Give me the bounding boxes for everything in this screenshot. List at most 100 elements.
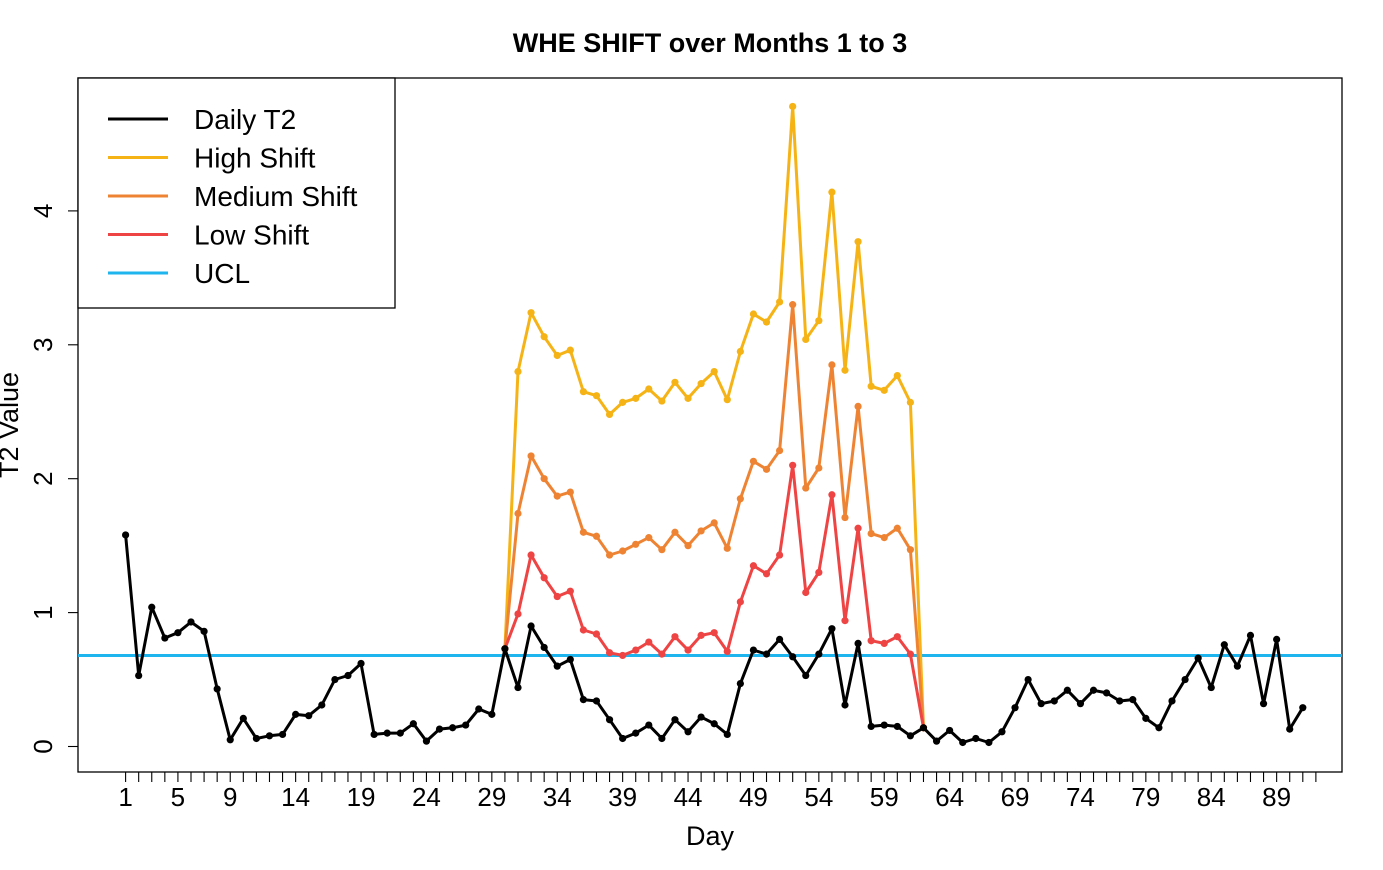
data-point-daily [684, 728, 692, 736]
data-point-daily [292, 710, 300, 718]
y-tick-label: 3 [28, 338, 58, 352]
data-point-daily [370, 730, 378, 739]
data-point-daily [527, 622, 535, 630]
data-point-daily [1103, 689, 1111, 697]
data-point-low [658, 650, 666, 658]
data-point-low [527, 551, 535, 559]
data-point-high [723, 396, 731, 404]
x-tick-label: 44 [674, 782, 703, 812]
data-point-low [566, 587, 574, 595]
data-point-high [658, 397, 666, 405]
data-point-daily [723, 730, 731, 739]
data-point-daily [776, 635, 784, 643]
data-point-high [906, 398, 915, 406]
data-point-low [671, 633, 679, 641]
data-point-medium [619, 547, 627, 555]
data-point-daily [265, 732, 274, 740]
data-point-high [710, 367, 718, 376]
data-point-high [736, 347, 744, 356]
data-point-high [553, 351, 561, 360]
x-axis-label: Day [686, 821, 735, 851]
x-tick-label: 5 [171, 782, 185, 812]
data-point-daily [1299, 704, 1307, 712]
series-line-daily [124, 534, 1305, 744]
x-tick-label: 34 [543, 782, 572, 812]
data-point-daily [449, 724, 457, 732]
data-point-daily [985, 738, 993, 747]
data-point-low [619, 651, 627, 660]
data-point-low [841, 617, 849, 625]
data-point-daily [736, 679, 744, 688]
x-tick-label: 1 [118, 782, 132, 812]
data-point-low [632, 646, 640, 654]
x-tick-label: 69 [1001, 782, 1030, 812]
data-point-low [579, 626, 588, 634]
data-point-medium [579, 528, 588, 536]
data-point-high [893, 371, 901, 380]
data-point-medium [605, 551, 614, 559]
y-tick-label: 0 [28, 739, 58, 753]
data-point-low [592, 630, 601, 638]
data-point-medium [645, 534, 653, 542]
data-point-daily [305, 712, 313, 720]
data-point-daily [462, 721, 470, 729]
data-point-high [632, 394, 640, 402]
series-medium [501, 301, 928, 732]
series-high [501, 102, 928, 732]
data-point-medium [880, 534, 888, 542]
data-point-daily [1207, 683, 1215, 692]
data-point-daily [1063, 686, 1071, 694]
data-point-daily [1011, 704, 1019, 712]
data-point-low [789, 461, 797, 469]
data-point-daily [1129, 696, 1137, 704]
data-point-daily [658, 734, 666, 743]
data-point-high [540, 333, 548, 341]
x-tick-label: 74 [1066, 782, 1095, 812]
data-point-daily [893, 722, 901, 731]
data-point-daily [802, 671, 810, 680]
x-tick-label: 29 [477, 782, 506, 812]
data-point-daily [187, 618, 195, 626]
y-tick-label: 1 [28, 605, 58, 619]
data-point-high [841, 366, 849, 374]
data-point-daily [1181, 675, 1189, 684]
data-point-daily [841, 701, 849, 709]
data-point-daily [1050, 697, 1058, 705]
data-point-low [828, 491, 836, 499]
x-tick-label: 84 [1197, 782, 1226, 812]
data-point-medium [867, 529, 875, 538]
data-point-high [749, 310, 758, 318]
data-point-daily [1116, 697, 1124, 705]
data-point-high [762, 318, 771, 326]
y-axis: 0 1 2 3 4 [28, 204, 78, 754]
data-point-low [684, 646, 692, 654]
data-point-medium [789, 301, 797, 309]
data-point-high [671, 378, 679, 386]
data-point-daily [932, 737, 941, 745]
data-point-daily [789, 653, 797, 661]
data-point-low [802, 588, 810, 597]
legend-label-high: High Shift [194, 143, 316, 174]
data-point-daily [174, 629, 182, 637]
data-point-daily [671, 716, 679, 724]
data-point-low [736, 598, 744, 606]
data-point-medium [841, 513, 849, 522]
data-point-low [893, 633, 901, 641]
y-axis-label: T2 Value [0, 372, 24, 478]
data-point-low [762, 570, 771, 578]
data-point-high [645, 385, 653, 393]
x-tick-label: 14 [281, 782, 310, 812]
data-point-high [854, 238, 862, 246]
data-point-low [540, 574, 548, 582]
data-point-high [802, 335, 810, 344]
data-point-daily [710, 720, 718, 728]
data-point-low [815, 568, 823, 577]
data-point-daily [619, 734, 627, 743]
data-point-high [592, 392, 601, 400]
series-line-low [503, 463, 925, 729]
data-point-daily [252, 734, 260, 743]
series-low [501, 461, 928, 732]
data-point-medium [684, 542, 692, 550]
x-tick-label: 19 [347, 782, 376, 812]
data-point-medium [854, 402, 862, 410]
